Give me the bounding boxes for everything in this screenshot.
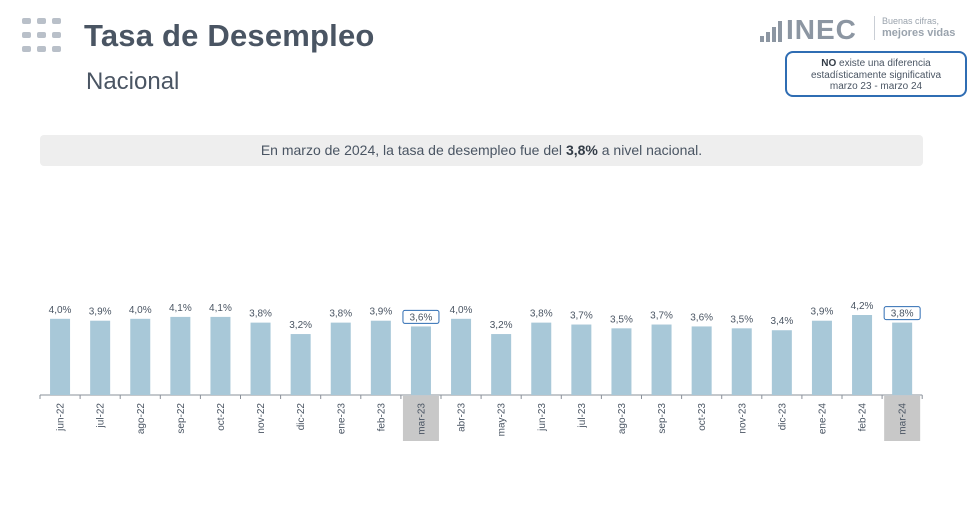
note-line-1: NO existe una diferencia — [787, 58, 965, 70]
highlight-label-box — [883, 306, 921, 321]
data-label: 3,6% — [690, 312, 713, 323]
tick-label: feb-24 — [858, 403, 869, 432]
tick-label: feb-23 — [376, 403, 387, 432]
data-label: 4,2% — [851, 301, 874, 312]
bar — [811, 320, 832, 395]
bar — [531, 322, 552, 395]
data-label: 3,8% — [329, 309, 352, 320]
inec-logo: INEC Buenas cifras, mejores vidas — [758, 12, 974, 46]
data-label: 4,0% — [129, 305, 152, 316]
logo-wordmark: INEC — [786, 14, 857, 45]
data-label: 3,5% — [610, 314, 633, 325]
summary-banner: En marzo de 2024, la tasa de desempleo f… — [40, 135, 923, 166]
bar — [731, 328, 752, 395]
tick-label: jul-22 — [96, 403, 107, 429]
highlight-label-box — [402, 309, 440, 324]
tick-label: ene-24 — [817, 403, 828, 435]
logo-divider — [874, 16, 875, 40]
tick-label: oct-22 — [216, 403, 227, 431]
bar — [491, 334, 512, 395]
tick-label: sep-22 — [176, 403, 187, 434]
tick-label: jun-23 — [537, 403, 548, 432]
data-label: 3,6% — [410, 312, 433, 323]
highlight-tick-bg — [402, 396, 439, 441]
data-label: 3,9% — [89, 307, 112, 318]
bar — [370, 320, 391, 395]
note-line-3: marzo 23 - marzo 24 — [829, 81, 923, 92]
tick-label: jul-23 — [577, 403, 588, 429]
data-label: 3,7% — [650, 311, 673, 322]
significance-note: NO existe una diferencia estadísticament… — [785, 51, 967, 97]
data-label: 3,7% — [570, 311, 593, 322]
data-label: 4,1% — [209, 303, 232, 314]
tick-label: oct-23 — [697, 403, 708, 431]
menu-grid-icon — [22, 18, 64, 56]
bars-logo-icon — [760, 20, 786, 42]
data-label: 3,9% — [369, 307, 392, 318]
tick-label: ene-23 — [336, 403, 347, 435]
logo-tagline-1: Buenas cifras, — [882, 16, 940, 26]
data-label: 4,1% — [169, 303, 192, 314]
bar — [130, 318, 151, 395]
bar — [852, 315, 873, 395]
page-subtitle: Nacional — [86, 68, 180, 95]
tick-label: sep-23 — [657, 403, 668, 434]
tick-label: ago-22 — [136, 403, 147, 435]
tick-label: dic-22 — [296, 403, 307, 431]
note-bold: NO — [821, 58, 837, 69]
data-label: 3,5% — [730, 314, 753, 325]
note-line-1-rest: existe una diferencia — [836, 58, 931, 69]
data-label: 4,0% — [49, 305, 72, 316]
bar — [892, 322, 913, 395]
bar — [90, 320, 111, 395]
tick-label: ago-23 — [617, 403, 628, 435]
banner-value: 3,8% — [565, 142, 598, 158]
tick-label: jun-22 — [56, 403, 67, 432]
tick-label: mar-23 — [416, 403, 427, 435]
data-label: 3,8% — [530, 309, 553, 320]
tick-label: dic-23 — [777, 403, 788, 431]
data-label: 3,8% — [249, 309, 272, 320]
note-line-2: estadísticamente significativa — [810, 69, 942, 81]
tick-label: abr-23 — [457, 403, 468, 432]
tick-label: mar-24 — [898, 403, 909, 435]
bar — [290, 334, 311, 395]
data-label: 3,4% — [770, 316, 793, 327]
bar — [250, 322, 271, 395]
data-label: 3,9% — [811, 307, 834, 318]
highlight-tick-bg — [884, 396, 921, 441]
bar — [651, 324, 672, 395]
data-label: 4,0% — [450, 305, 473, 316]
logo-tagline-2: mejores vidas — [882, 27, 956, 39]
tick-label: may-23 — [497, 403, 508, 437]
bar — [50, 318, 71, 395]
tick-label: nov-23 — [737, 403, 748, 434]
bar — [611, 328, 632, 395]
tick-label: nov-22 — [256, 403, 267, 434]
bar — [571, 324, 592, 395]
banner-text-after: a nivel nacional. — [597, 142, 703, 158]
data-label: 3,8% — [891, 309, 914, 320]
data-label: 3,2% — [289, 320, 312, 331]
bar — [451, 318, 472, 395]
banner-text-before: En marzo de 2024, la tasa de desempleo f… — [260, 142, 566, 158]
page-title: Tasa de Desempleo — [84, 18, 375, 53]
bar — [410, 326, 431, 395]
bar — [771, 330, 792, 395]
data-label: 3,2% — [490, 320, 513, 331]
bar — [170, 316, 191, 395]
bar — [210, 316, 231, 395]
bar — [691, 326, 712, 395]
bar — [330, 322, 351, 395]
